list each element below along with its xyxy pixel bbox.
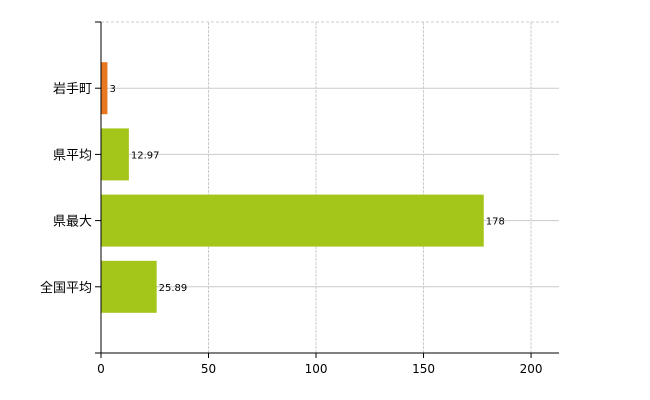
category-label: 岩手町	[53, 82, 92, 97]
x-tick-label: 100	[305, 362, 328, 376]
x-tick-label: 50	[201, 362, 216, 376]
category-label: 県平均	[53, 148, 92, 163]
category-label: 県最大	[53, 215, 92, 230]
bar-2	[101, 194, 484, 247]
x-tick-label: 0	[97, 362, 105, 376]
bar-1	[101, 128, 129, 181]
x-tick-label: 200	[520, 362, 543, 376]
category-label: 全国平均	[40, 280, 92, 296]
data-label: 25.89	[159, 283, 188, 294]
bar-3	[101, 260, 157, 313]
data-label: 12.97	[131, 150, 160, 161]
data-label: 178	[486, 217, 505, 228]
data-label: 3	[109, 84, 115, 95]
bar-0	[101, 62, 108, 115]
x-tick-label: 150	[412, 362, 435, 376]
